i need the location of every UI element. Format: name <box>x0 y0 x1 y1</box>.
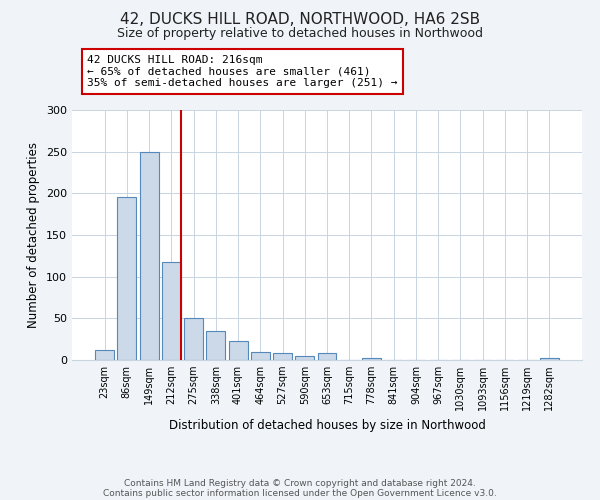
Bar <box>273 354 292 360</box>
Bar <box>162 262 181 360</box>
Bar <box>295 356 314 360</box>
Bar <box>317 352 337 360</box>
Bar <box>140 152 158 360</box>
Text: Contains public sector information licensed under the Open Government Licence v3: Contains public sector information licen… <box>103 488 497 498</box>
Text: 42, DUCKS HILL ROAD, NORTHWOOD, HA6 2SB: 42, DUCKS HILL ROAD, NORTHWOOD, HA6 2SB <box>120 12 480 28</box>
Bar <box>184 318 203 360</box>
Bar <box>540 358 559 360</box>
Bar <box>95 350 114 360</box>
Y-axis label: Number of detached properties: Number of detached properties <box>28 142 40 328</box>
Bar <box>251 352 270 360</box>
Bar <box>118 196 136 360</box>
Bar <box>362 358 381 360</box>
Text: Size of property relative to detached houses in Northwood: Size of property relative to detached ho… <box>117 28 483 40</box>
Bar <box>206 331 225 360</box>
X-axis label: Distribution of detached houses by size in Northwood: Distribution of detached houses by size … <box>169 418 485 432</box>
Bar <box>229 341 248 360</box>
Text: 42 DUCKS HILL ROAD: 216sqm
← 65% of detached houses are smaller (461)
35% of sem: 42 DUCKS HILL ROAD: 216sqm ← 65% of deta… <box>88 55 398 88</box>
Text: Contains HM Land Registry data © Crown copyright and database right 2024.: Contains HM Land Registry data © Crown c… <box>124 478 476 488</box>
